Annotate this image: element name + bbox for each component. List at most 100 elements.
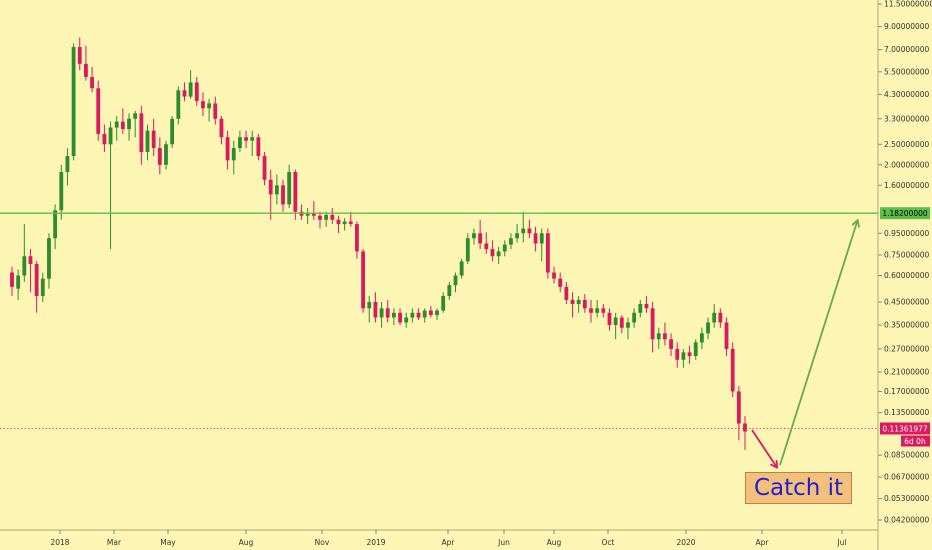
- candle-body: [268, 179, 273, 195]
- y-tick-label: 0.75000000: [884, 250, 930, 259]
- candle: [262, 151, 267, 186]
- x-tick-label: Aug: [547, 538, 562, 547]
- candle-body: [244, 137, 248, 141]
- candle-body: [164, 144, 168, 165]
- candle-body: [730, 348, 735, 392]
- candle: [268, 169, 273, 220]
- candle-body: [53, 210, 58, 239]
- candle: [90, 66, 94, 93]
- candle: [601, 304, 606, 318]
- candle: [441, 292, 446, 313]
- candle: [693, 339, 698, 360]
- candle-body: [28, 256, 33, 265]
- candle-body: [311, 213, 316, 216]
- candle: [281, 179, 285, 212]
- candle-body: [582, 299, 587, 309]
- candle-body: [656, 333, 661, 340]
- candle: [71, 43, 76, 161]
- y-tick-label: 0.13500000: [884, 408, 930, 417]
- candle: [564, 281, 569, 305]
- x-tick-label: Apr: [442, 538, 456, 547]
- candle-body: [40, 278, 45, 297]
- candle-body: [133, 113, 138, 119]
- candle-body: [410, 312, 415, 318]
- candle: [453, 272, 458, 293]
- candle-body: [77, 47, 82, 64]
- gridlines: [0, 0, 879, 550]
- candle-body: [718, 312, 723, 323]
- candle-body: [663, 333, 667, 340]
- candle: [465, 233, 470, 265]
- candle-body: [170, 118, 175, 145]
- y-tick-label: 9.00000000: [884, 22, 930, 31]
- candle: [675, 342, 680, 368]
- x-tick-label: Nov: [315, 538, 330, 547]
- y-tick-label: 1.60000000: [884, 181, 930, 190]
- candle: [250, 130, 255, 157]
- y-tick-label: 0.21000000: [884, 368, 930, 377]
- candle: [502, 240, 507, 257]
- y-tick-label: 0.08500000: [884, 451, 930, 460]
- current-price-badge: [880, 422, 930, 435]
- candle: [718, 308, 723, 328]
- candle-body: [626, 322, 630, 328]
- candle: [650, 301, 655, 353]
- candle: [157, 137, 162, 175]
- candle: [478, 219, 483, 250]
- candle: [305, 208, 310, 225]
- candle-body: [65, 156, 70, 172]
- candle: [361, 249, 366, 313]
- y-tick-label: 0.60000000: [884, 271, 930, 280]
- candle-body: [736, 391, 741, 424]
- candle: [188, 70, 193, 99]
- candle: [428, 306, 433, 318]
- candle-body: [145, 130, 150, 152]
- candle: [582, 294, 587, 313]
- candle-body: [355, 224, 359, 252]
- y-tick-label: 0.17000000: [884, 387, 930, 396]
- y-axis: 11.50000000 9.00000000 7.00000000 5.5000000…: [878, 0, 932, 525]
- candle-body: [699, 333, 704, 343]
- candle: [681, 348, 686, 368]
- candle-body: [324, 214, 329, 220]
- x-tick-label: 2018: [50, 538, 69, 547]
- candle: [318, 211, 322, 229]
- candle-body: [250, 137, 255, 141]
- y-tick-label: 0.35000000: [884, 321, 930, 330]
- candle-body: [139, 113, 144, 152]
- candle: [201, 92, 205, 117]
- candle: [213, 96, 218, 125]
- candle-body: [570, 299, 575, 305]
- candle: [164, 140, 168, 170]
- x-tick-label: Jun: [497, 538, 510, 547]
- candle: [355, 221, 359, 259]
- candle-body: [435, 310, 439, 316]
- candle: [170, 116, 175, 149]
- candle: [324, 211, 329, 227]
- x-tick-label: 2019: [366, 538, 385, 547]
- candle: [59, 164, 64, 220]
- candle: [558, 272, 563, 293]
- candle: [293, 169, 298, 220]
- candle-body: [188, 82, 193, 97]
- candle-body: [472, 233, 476, 239]
- candle-body: [564, 286, 569, 300]
- candle-body: [34, 264, 39, 297]
- countdown-label: 6d 0h: [904, 437, 926, 446]
- current-price-label: 0.11361977: [882, 425, 928, 434]
- candle: [435, 308, 439, 320]
- candle-body: [225, 137, 230, 161]
- candle: [706, 317, 710, 340]
- candle: [16, 269, 21, 300]
- candle: [348, 211, 353, 227]
- candle-body: [638, 304, 643, 313]
- candle: [570, 292, 575, 318]
- candle: [176, 86, 181, 125]
- candle: [53, 204, 58, 250]
- candle: [28, 249, 33, 293]
- candle: [607, 308, 612, 331]
- candle-body: [59, 171, 64, 211]
- candle-body: [509, 238, 513, 245]
- level-lines: 1.18200000 0.11361977 6d 0h: [0, 207, 930, 447]
